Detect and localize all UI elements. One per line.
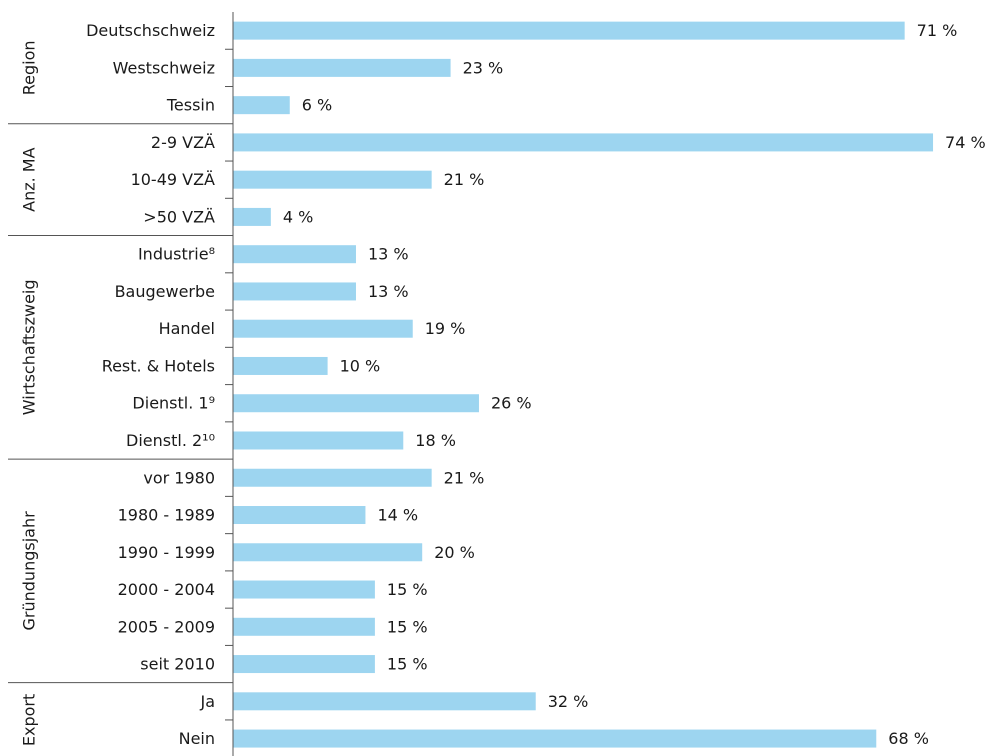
category-label: Handel — [159, 319, 215, 338]
group-label: Export — [20, 694, 39, 746]
category-label: Dienstl. 1⁹ — [132, 394, 215, 413]
bar — [233, 21, 905, 40]
value-label: 74 % — [945, 133, 986, 152]
group-label: Gründungsjahr — [20, 511, 39, 631]
bar — [233, 431, 404, 450]
category-label: Westschweiz — [113, 58, 215, 77]
bar — [233, 170, 432, 189]
category-label: Deutschschweiz — [86, 21, 215, 40]
value-label: 14 % — [377, 506, 418, 525]
bar — [233, 617, 375, 636]
category-label: 1990 - 1999 — [118, 543, 215, 562]
category-label: 2005 - 2009 — [118, 617, 215, 636]
value-label: 71 % — [917, 21, 958, 40]
bar — [233, 96, 290, 115]
bar — [233, 468, 432, 487]
category-label: 2000 - 2004 — [118, 580, 215, 599]
bar — [233, 282, 356, 301]
value-label: 26 % — [491, 394, 532, 413]
bar — [233, 319, 413, 338]
value-label: 13 % — [368, 282, 409, 301]
bar — [233, 580, 375, 599]
group-label: Anz. MA — [20, 147, 39, 211]
category-label: Industrie⁸ — [138, 245, 215, 264]
value-label: 6 % — [302, 96, 332, 115]
value-label: 21 % — [444, 170, 485, 189]
category-label: 1980 - 1989 — [118, 506, 215, 525]
bar — [233, 58, 451, 77]
category-label: 10-49 VZÄ — [131, 170, 215, 189]
value-label: 15 % — [387, 655, 428, 674]
bar — [233, 245, 356, 264]
bar — [233, 543, 423, 562]
value-label: 15 % — [387, 580, 428, 599]
bar — [233, 692, 536, 711]
category-label: Ja — [199, 692, 215, 711]
group-label: Wirtschaftszweig — [20, 279, 39, 415]
value-label: 68 % — [888, 729, 929, 748]
category-label: Rest. & Hotels — [102, 356, 215, 375]
category-label: Baugewerbe — [115, 282, 215, 301]
category-label: Dienstl. 2¹⁰ — [126, 431, 215, 450]
value-label: 4 % — [283, 207, 313, 226]
bar — [233, 133, 934, 152]
bar — [233, 506, 366, 525]
value-label: 15 % — [387, 617, 428, 636]
category-label: 2-9 VZÄ — [151, 133, 215, 152]
bar — [233, 394, 479, 413]
group-label: Region — [20, 40, 39, 95]
value-label: 10 % — [340, 356, 381, 375]
value-label: 23 % — [463, 58, 504, 77]
value-label: 21 % — [444, 468, 485, 487]
value-label: 32 % — [548, 692, 589, 711]
value-label: 19 % — [425, 319, 466, 338]
value-label: 13 % — [368, 245, 409, 264]
value-label: 18 % — [415, 431, 456, 450]
value-label: 20 % — [434, 543, 475, 562]
bar — [233, 207, 271, 226]
category-label: >50 VZÄ — [143, 207, 215, 226]
category-label: Tessin — [166, 96, 215, 115]
bar — [233, 655, 375, 674]
bar — [233, 729, 877, 748]
category-label: vor 1980 — [143, 468, 215, 487]
category-label: seit 2010 — [140, 655, 215, 674]
bar — [233, 356, 328, 375]
category-label: Nein — [179, 729, 215, 748]
